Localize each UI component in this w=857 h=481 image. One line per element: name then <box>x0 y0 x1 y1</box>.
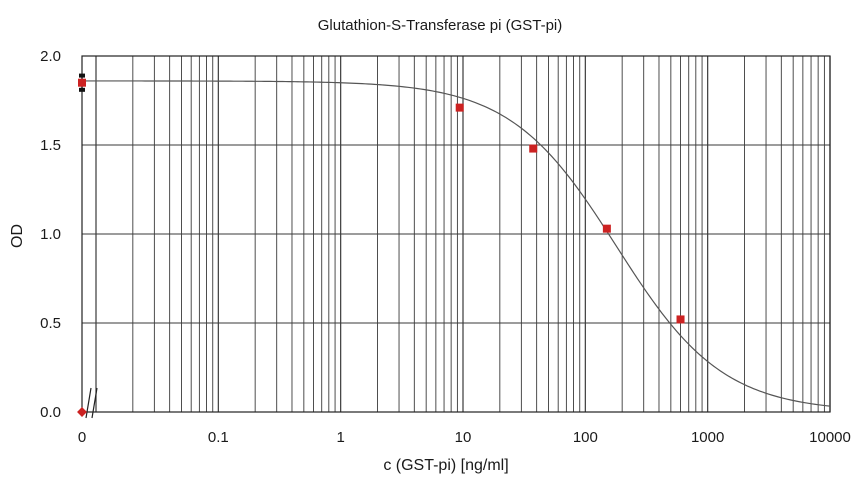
data-point <box>78 78 86 87</box>
data-point <box>676 315 685 324</box>
axis-break-mark <box>91 387 98 419</box>
x-tick-label: 10 <box>455 429 472 446</box>
x-axis-title: c (GST-pi) [ng/ml] <box>383 457 508 474</box>
plot-frame <box>81 55 831 413</box>
y-axis-title: OD <box>9 224 26 248</box>
x-tick-label: 0 <box>78 429 86 446</box>
data-point <box>529 144 538 153</box>
error-bar-cap <box>79 87 85 92</box>
y-tick-label: 1.0 <box>40 226 61 243</box>
x-tick-label: 1 <box>336 429 344 446</box>
y-tick-label: 1.5 <box>40 137 61 154</box>
x-tick-label: 0.1 <box>208 429 229 446</box>
grid <box>81 55 831 419</box>
y-tick-label: 2.0 <box>40 48 61 65</box>
y-tick-label: 0.5 <box>40 315 61 332</box>
x-tick-label: 1000 <box>691 429 724 446</box>
x-tick-label: 100 <box>573 429 598 446</box>
error-bar-cap <box>79 73 85 78</box>
fit-curve <box>81 80 831 407</box>
axis-break-mark <box>85 387 92 419</box>
data-point <box>602 224 611 233</box>
chart-title: Glutathion-S-Transferase pi (GST-pi) <box>318 17 563 34</box>
y-tick-label: 0.0 <box>40 404 61 421</box>
x-tick-label: 10000 <box>809 429 851 446</box>
tick-labels: 0 0.1 1 10 100 1000 10000 0.0 0.5 1.0 1.5 2.0 <box>40 48 851 446</box>
fit-curve-group <box>81 80 831 407</box>
data-point <box>455 103 464 112</box>
